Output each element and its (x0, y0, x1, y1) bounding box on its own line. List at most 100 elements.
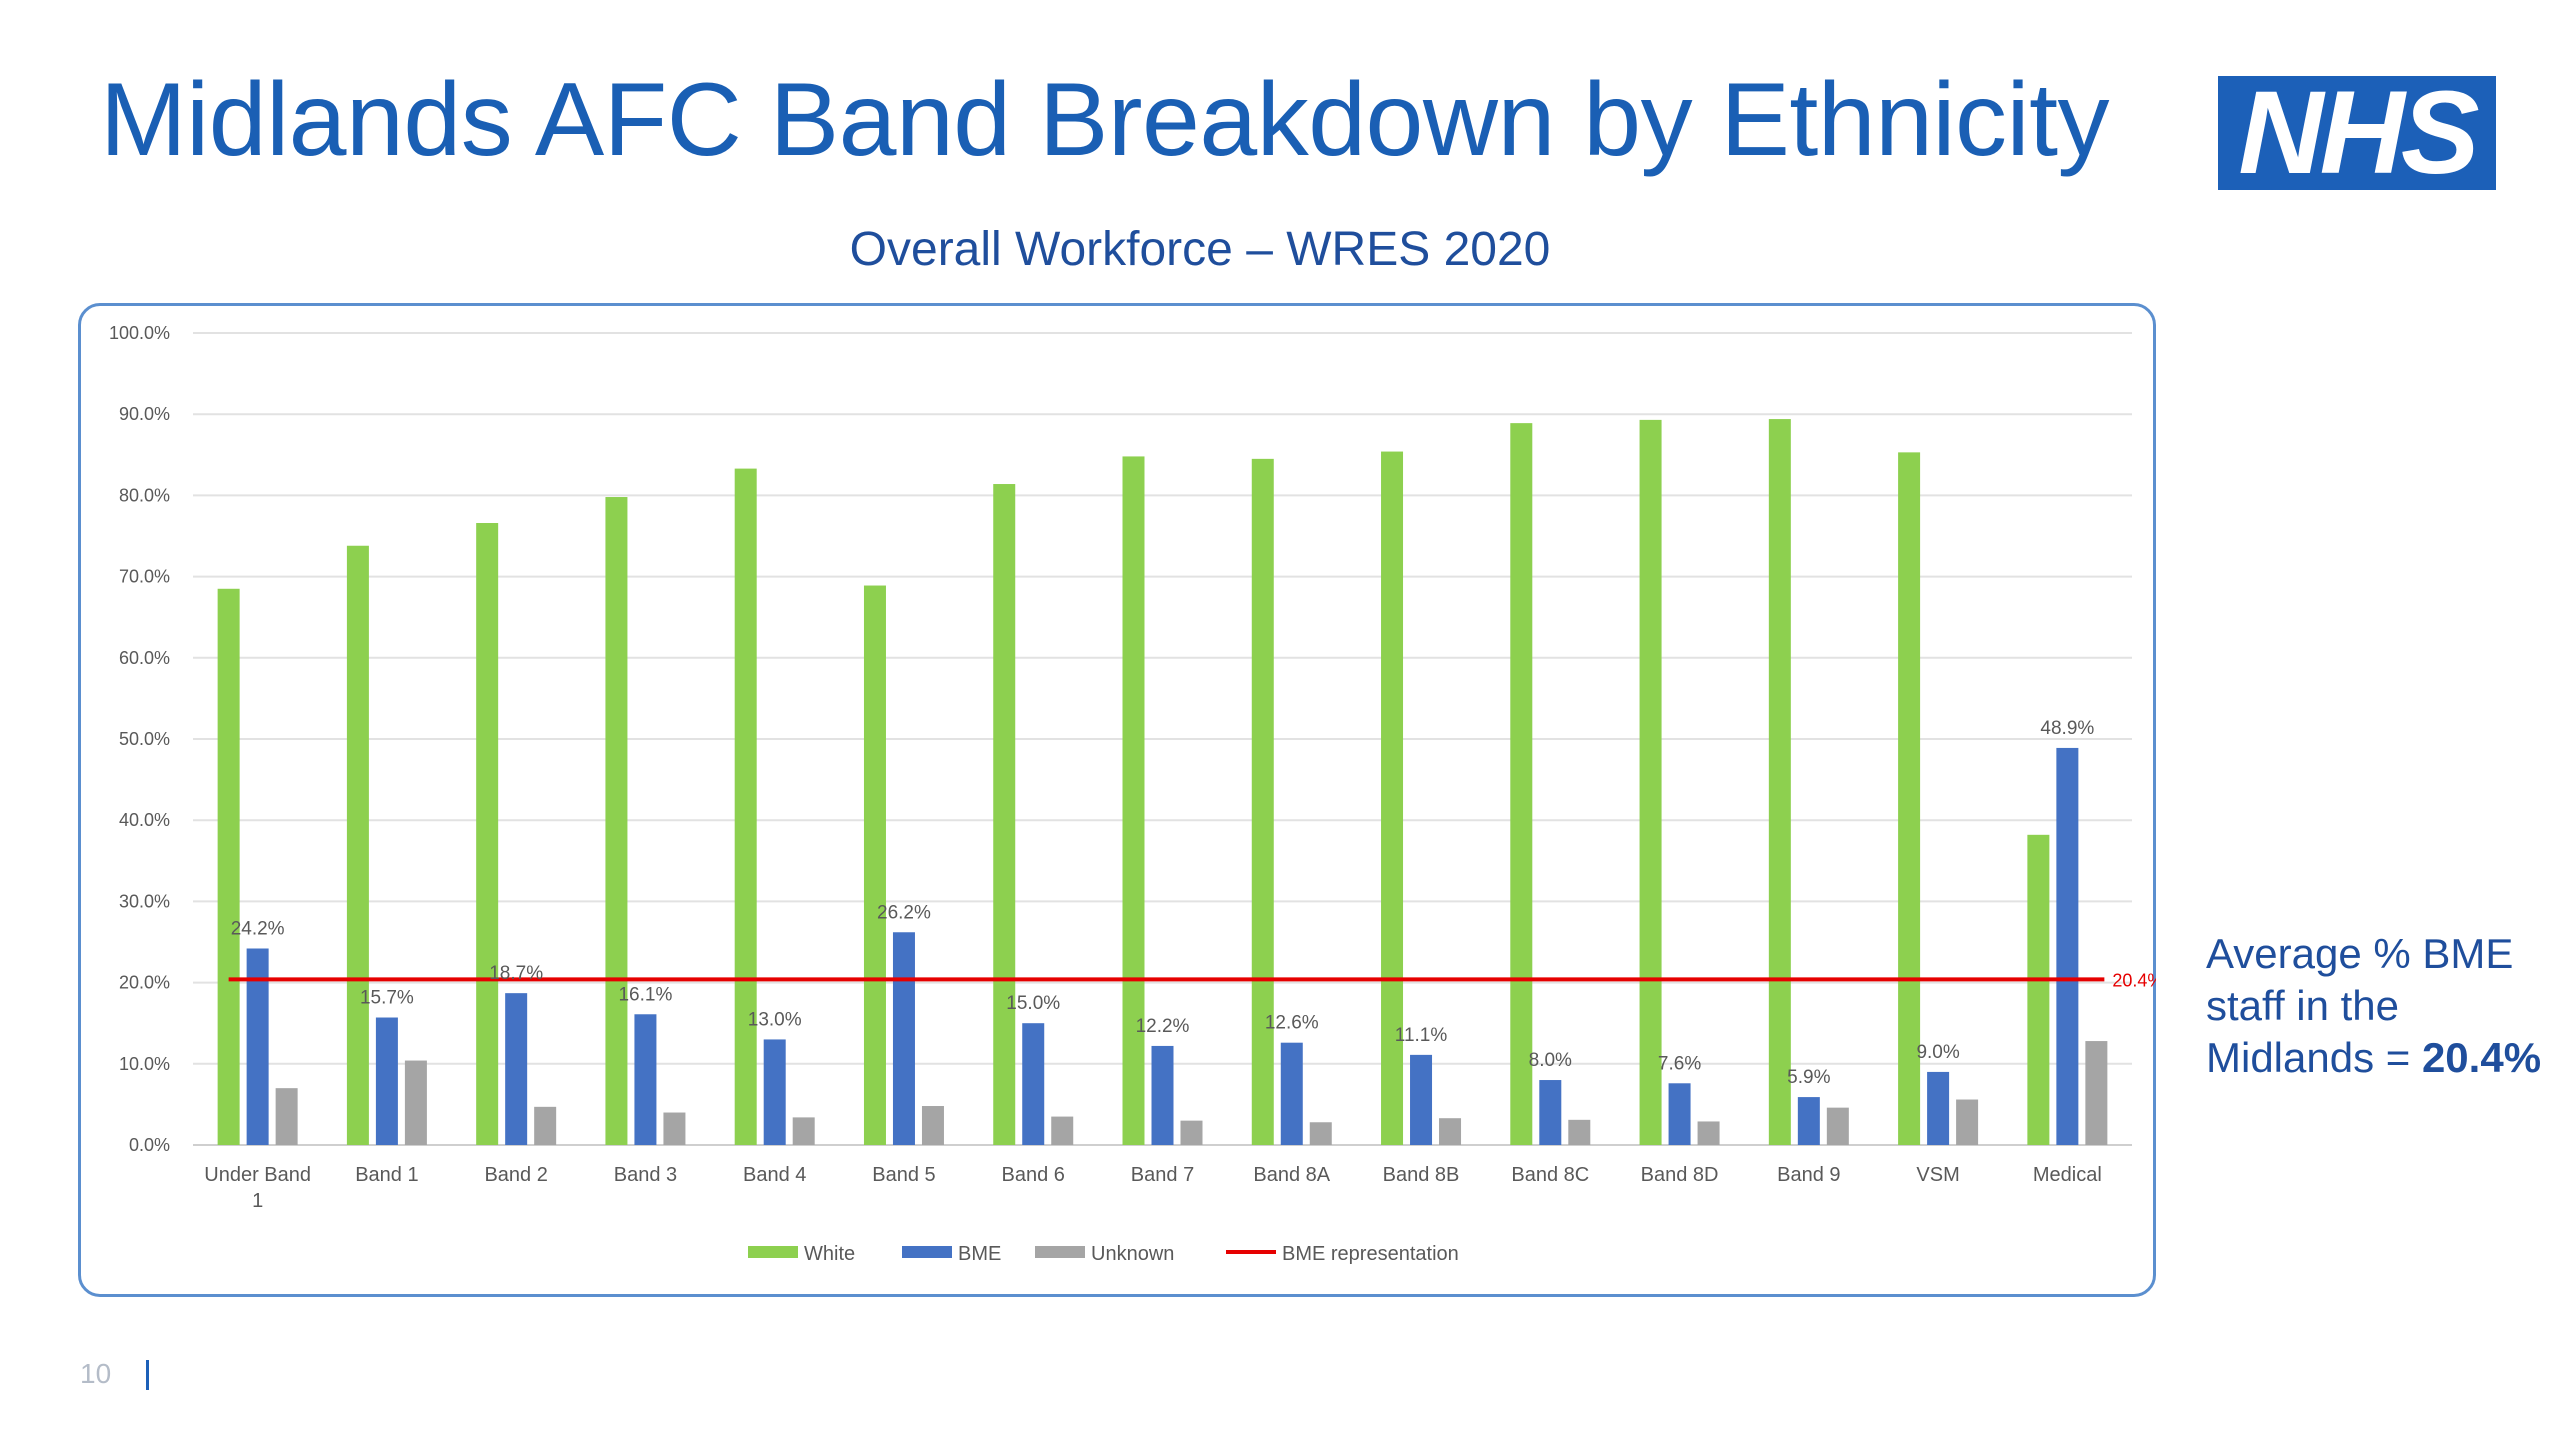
y-tick-label: 30.0% (119, 891, 170, 911)
bme-average-label: Average % BME staff in the Midlands = (2206, 930, 2514, 1081)
bme-bar (1797, 1097, 1820, 1145)
white-bar (217, 588, 240, 1145)
x-tick-label: Band 8B (1383, 1164, 1460, 1186)
x-tick-label: VSM (1916, 1164, 1959, 1186)
unknown-bar (663, 1112, 686, 1145)
unknown-bar (921, 1106, 944, 1145)
x-tick-label: Band 1 (355, 1164, 418, 1186)
unknown-bar (534, 1106, 557, 1145)
white-bar (993, 484, 1016, 1145)
y-tick-label: 60.0% (119, 648, 170, 668)
white-bar (1381, 451, 1404, 1145)
bme-bar (505, 993, 528, 1145)
bme-data-label: 12.6% (1265, 1013, 1319, 1034)
legend-white-label: White (804, 1243, 855, 1265)
bme-data-label: 8.0% (1529, 1050, 1572, 1071)
y-tick-label: 100.0% (109, 323, 170, 343)
unknown-bar (1051, 1116, 1074, 1145)
bme-data-label: 5.9% (1787, 1067, 1830, 1088)
unknown-bar (1826, 1107, 1849, 1145)
x-tick-label: Band 2 (484, 1164, 547, 1186)
page-title: Midlands AFC Band Breakdown by Ethnicity (100, 62, 2110, 178)
white-bar (1898, 452, 1921, 1145)
bme-bar (1151, 1045, 1174, 1145)
unknown-bar (1439, 1118, 1462, 1145)
bme-data-label: 12.2% (1136, 1016, 1190, 1037)
bme-bar (1280, 1042, 1303, 1145)
bme-data-label: 18.7% (489, 963, 543, 984)
bme-data-label: 7.6% (1658, 1053, 1701, 1074)
legend-bme-label: BME (958, 1243, 1001, 1265)
nhs-logo: NHS (2218, 76, 2496, 190)
x-tick-label: Band 8A (1253, 1164, 1330, 1186)
unknown-bar (1180, 1120, 1203, 1145)
x-tick-label: Band 6 (1002, 1164, 1065, 1186)
unknown-bar (1956, 1099, 1979, 1145)
bme-data-label: 9.0% (1916, 1042, 1959, 1063)
bar-chart: 0.0% 10.0% 20.0% 30.0% 40.0% 50.0% 60.0% 70.0% 8… (109, 323, 2156, 1265)
legend-bme-swatch (902, 1246, 952, 1258)
x-tick-label: Band 7 (1131, 1164, 1194, 1186)
white-bar (605, 497, 628, 1145)
page-separator (146, 1360, 149, 1390)
y-tick-label: 0.0% (129, 1135, 170, 1155)
bme-bar (1668, 1083, 1691, 1145)
y-tick-label: 10.0% (119, 1054, 170, 1074)
bme-representation-label: 20.4% (2112, 970, 2156, 990)
x-tick-label: Band 9 (1777, 1164, 1840, 1186)
legend-unknown-label: Unknown (1091, 1243, 1174, 1265)
legend-white-swatch (748, 1246, 798, 1258)
unknown-bar (1309, 1122, 1332, 1145)
bme-data-label: 24.2% (231, 918, 285, 939)
white-bar (863, 585, 886, 1145)
bme-data-label: 11.1% (1395, 1025, 1448, 1046)
bme-data-label: 16.1% (618, 984, 672, 1005)
unknown-bar (792, 1117, 815, 1145)
y-tick-label: 70.0% (119, 567, 170, 587)
bme-data-label: 48.9% (2040, 718, 2094, 739)
unknown-bar (1568, 1119, 1591, 1145)
bme-bar (375, 1017, 398, 1145)
unknown-bar (1697, 1121, 1720, 1145)
bme-average-value: 20.4% (2421, 1034, 2542, 1081)
chart-subtitle: Overall Workforce – WRES 2020 (849, 223, 1551, 276)
legend-unknown-swatch (1035, 1246, 1085, 1258)
x-tick-label: Under Band (204, 1164, 311, 1186)
bme-data-label: 15.7% (360, 988, 414, 1009)
white-bar (346, 545, 369, 1145)
white-bar (2027, 834, 2050, 1145)
white-bar (476, 523, 499, 1145)
bme-data-label: 26.2% (877, 902, 931, 923)
bme-bar (1927, 1071, 1950, 1145)
x-tick-label: Band 5 (872, 1164, 935, 1186)
bme-data-label: 13.0% (748, 1009, 802, 1030)
bme-bar (1539, 1080, 1562, 1145)
bme-data-label: 15.0% (1006, 993, 1060, 1014)
bme-bar (1022, 1023, 1045, 1145)
white-bar (734, 468, 757, 1145)
x-tick-label: Band 4 (743, 1164, 806, 1186)
x-tick-label: Band 8D (1641, 1164, 1719, 1186)
white-bar (1122, 456, 1145, 1145)
y-tick-label: 20.0% (119, 973, 170, 993)
page-number: 10 (80, 1358, 112, 1389)
y-tick-label: 40.0% (119, 810, 170, 830)
white-bar (1768, 419, 1791, 1145)
white-bar (1639, 419, 1662, 1145)
unknown-bar (404, 1060, 427, 1145)
x-tick-label-line2: 1 (252, 1190, 263, 1212)
white-bar (1510, 423, 1533, 1146)
bme-bar (634, 1014, 657, 1145)
bme-bar (763, 1039, 786, 1145)
y-tick-label: 50.0% (119, 729, 170, 749)
x-tick-label: Medical (2033, 1164, 2102, 1186)
x-tick-label: Band 3 (614, 1164, 677, 1186)
bme-bar (892, 932, 915, 1145)
legend-bme-representation-label: BME representation (1282, 1243, 1459, 1265)
bme-bar (246, 948, 269, 1145)
y-tick-label: 80.0% (119, 485, 170, 505)
y-tick-label: 90.0% (119, 404, 170, 424)
bme-bar (2056, 747, 2079, 1145)
white-bar (1251, 458, 1274, 1145)
x-tick-label: Band 8C (1511, 1164, 1589, 1186)
